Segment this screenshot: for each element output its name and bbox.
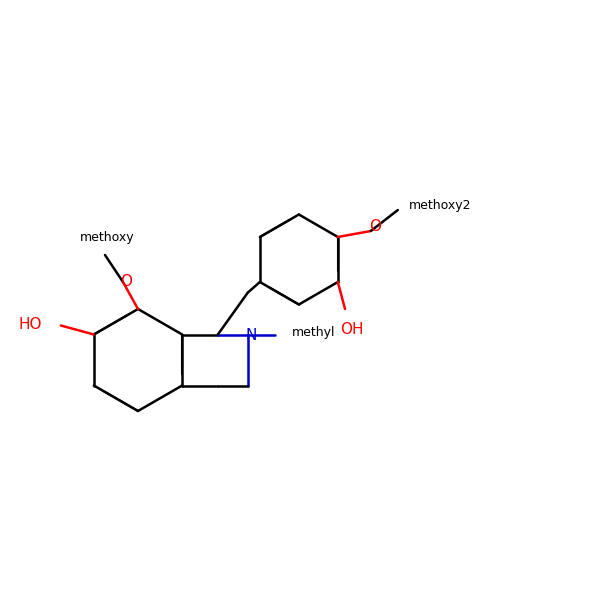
Text: O: O — [120, 275, 132, 289]
Text: methyl: methyl — [292, 326, 336, 339]
Text: HO: HO — [18, 317, 41, 332]
Text: OH: OH — [340, 322, 364, 337]
Text: methoxy2: methoxy2 — [409, 199, 471, 212]
Text: O: O — [369, 219, 381, 234]
Text: N: N — [246, 328, 257, 343]
Text: methoxy: methoxy — [80, 231, 135, 244]
